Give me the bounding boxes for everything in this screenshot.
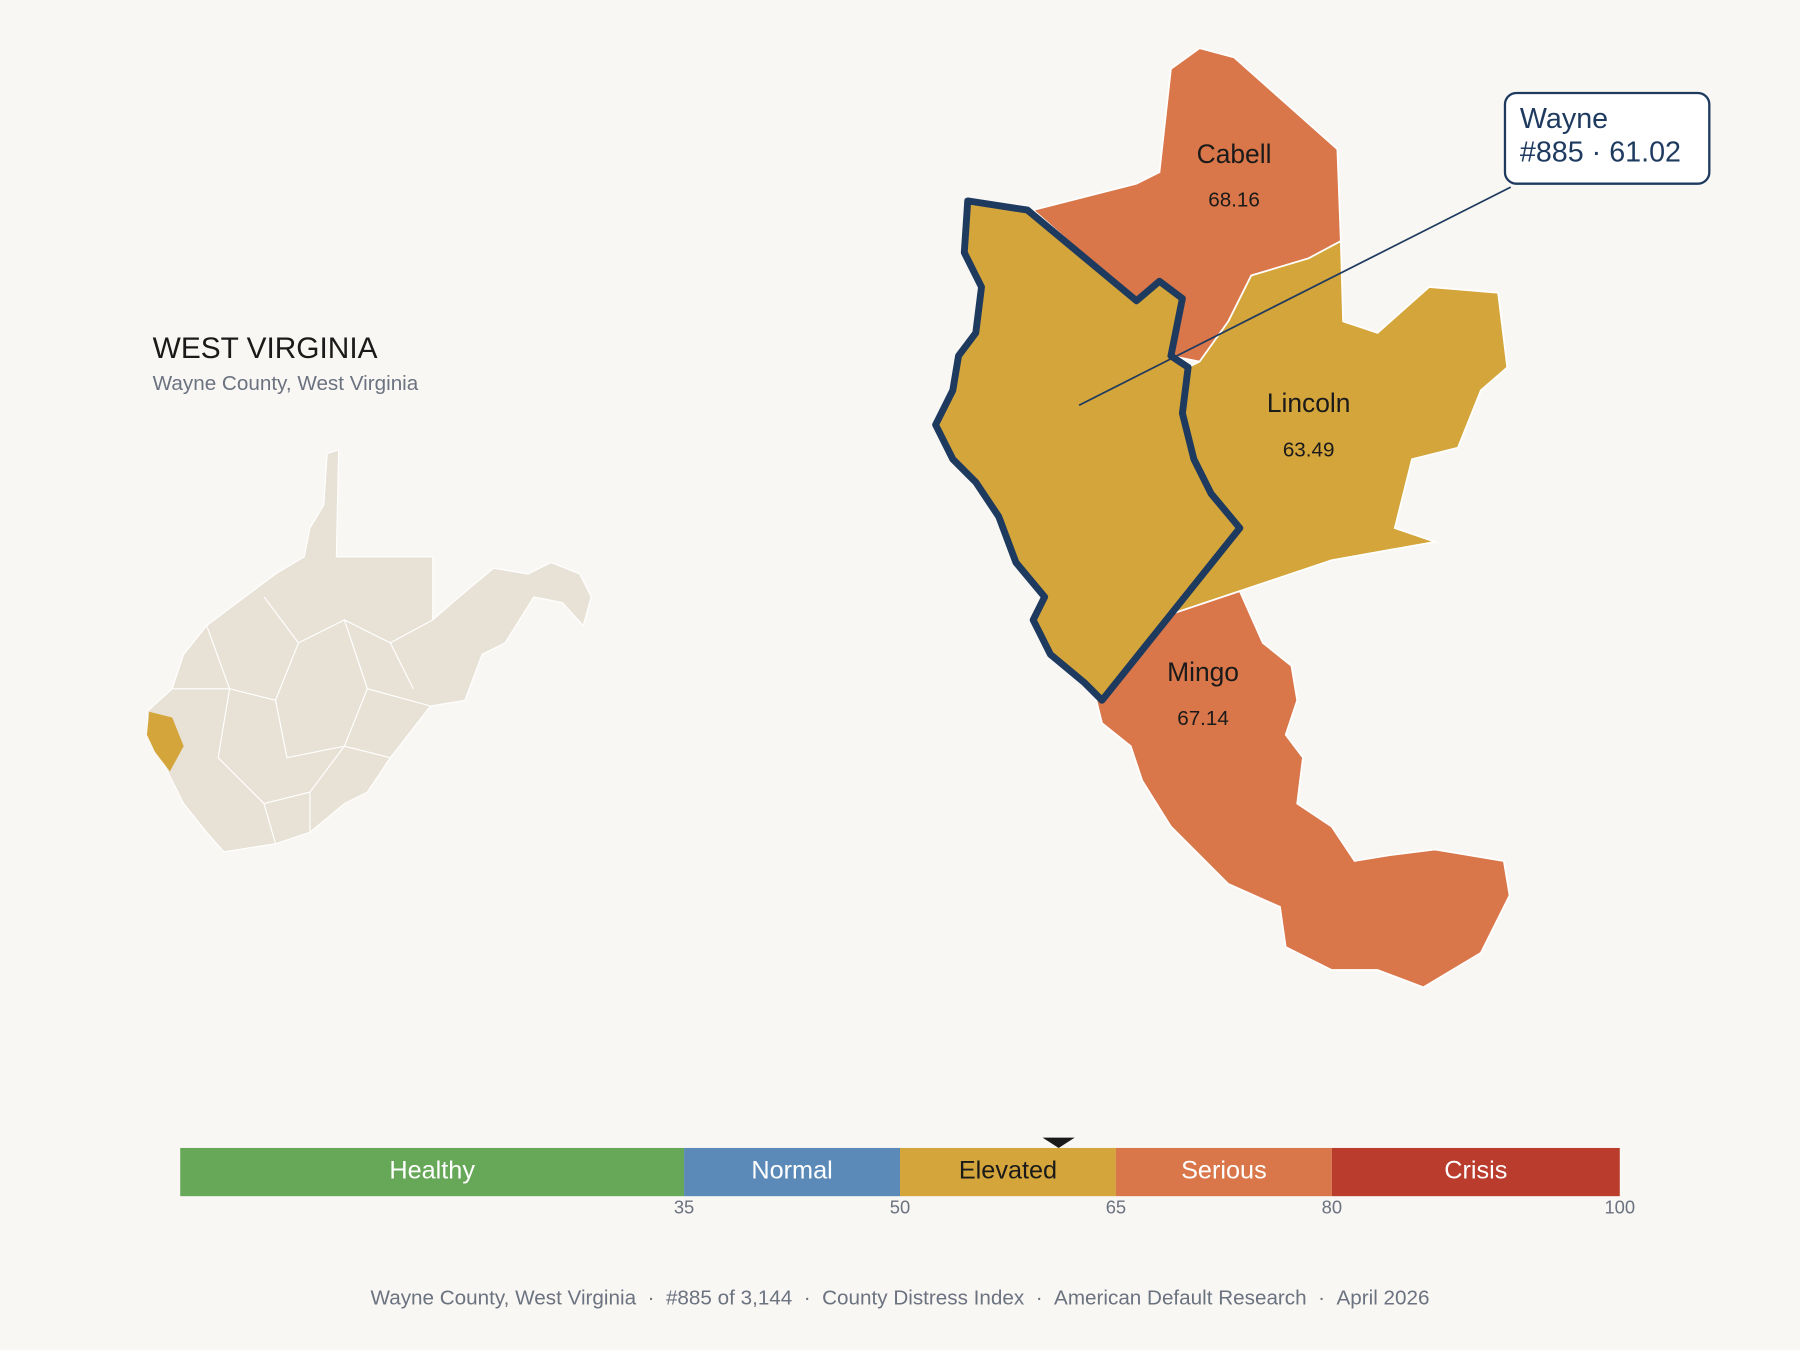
- county-value: 68.16: [1208, 188, 1260, 211]
- callout-leader: [1078, 186, 1512, 406]
- scale-tick-label: 35: [674, 1197, 694, 1218]
- footer-separator: ·: [804, 1287, 811, 1310]
- scale-segment: [1331, 1147, 1620, 1197]
- state-map: [146, 449, 592, 853]
- subtitle: Wayne County, West Virginia: [153, 372, 419, 395]
- state-highlight: [146, 711, 184, 772]
- footer-part: Wayne County, West Virginia: [370, 1287, 636, 1310]
- scale-segment-label: Serious: [1181, 1157, 1267, 1185]
- footer-part: April 2026: [1336, 1287, 1429, 1310]
- scale-segment-label: Elevated: [959, 1157, 1057, 1185]
- footer-part: American Default Research: [1054, 1287, 1307, 1310]
- scale-segment-label: Normal: [751, 1157, 832, 1185]
- county-name: Mingo: [1167, 657, 1239, 687]
- scale-segment: [900, 1147, 1116, 1197]
- footer: Wayne County, West Virginia · #885 of 3,14…: [370, 1287, 1429, 1310]
- scale-tick-label: 80: [1322, 1197, 1342, 1218]
- footer-separator: ·: [1036, 1287, 1043, 1310]
- callout-box: [1503, 91, 1711, 185]
- scale-segment-label: Healthy: [389, 1157, 475, 1185]
- scale-tick-label: 100: [1604, 1197, 1635, 1218]
- state-county-lines: [172, 596, 434, 844]
- scale-tick-label: 65: [1106, 1197, 1126, 1218]
- scale-marker: [1042, 1137, 1075, 1148]
- footer-separator: ·: [648, 1287, 655, 1310]
- county-value: 63.49: [1283, 439, 1335, 462]
- county-shape: [1168, 239, 1509, 616]
- scale-tick-label: 50: [890, 1197, 910, 1218]
- footer-part: County Distress Index: [822, 1287, 1025, 1310]
- county-name: Cabell: [1197, 139, 1272, 169]
- county-shape: [1095, 590, 1511, 989]
- county-value: 67.14: [1177, 707, 1229, 730]
- scale-segment-label: Crisis: [1444, 1157, 1507, 1185]
- callout-detail: #885 · 61.02: [1520, 136, 1681, 168]
- state-shape: [146, 449, 592, 853]
- footer-part: #885 of 3,144: [666, 1287, 792, 1310]
- scale-segment: [684, 1147, 900, 1197]
- county-map: Wayne #885 · 61.02 Cabell 68.16 Lincoln 63.…: [932, 47, 1711, 989]
- title: WEST VIRGINIA: [153, 332, 378, 365]
- callout-name: Wayne: [1520, 103, 1608, 135]
- scale-segment: [1115, 1147, 1332, 1197]
- scale-bar: Healthy Normal Elevated Serious Crisis 35 50 65…: [180, 1137, 1635, 1218]
- scale-segment: [180, 1147, 685, 1197]
- footer-separator: ·: [1318, 1287, 1325, 1310]
- county-shape-selected: [932, 197, 1244, 704]
- county-name: Lincoln: [1267, 388, 1351, 418]
